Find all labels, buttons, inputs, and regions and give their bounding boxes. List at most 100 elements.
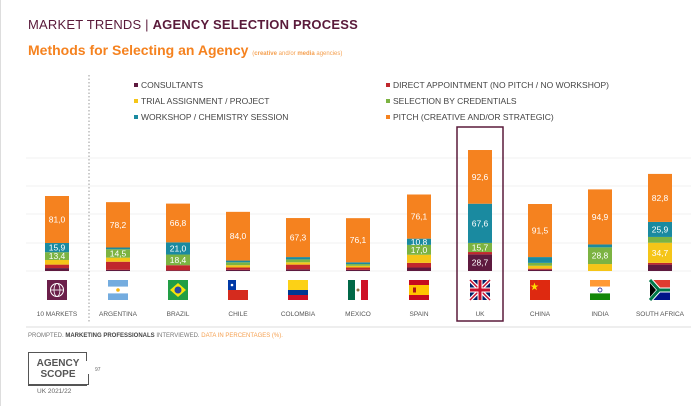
- footnote-part: DATA IN PERCENTAGES (%).: [201, 333, 283, 339]
- bar-segment: [346, 262, 370, 265]
- data-label: 84,0: [230, 231, 247, 241]
- bar-segment: [528, 265, 552, 269]
- data-label: 81,0: [49, 214, 66, 224]
- legend-swatch: [134, 83, 138, 87]
- data-label: 15,7: [472, 242, 489, 252]
- bar-segment: [528, 269, 552, 271]
- bar-segment: [226, 262, 250, 266]
- data-label: 67,6: [472, 218, 489, 228]
- china-flag-icon: [530, 280, 550, 300]
- category-label: CHINA: [530, 311, 551, 318]
- note-creative: creative: [254, 51, 277, 57]
- legend-swatch: [134, 99, 138, 103]
- data-label: 10,8: [411, 237, 428, 247]
- data-label: 15,9: [49, 243, 66, 253]
- bar-segment: [226, 267, 250, 270]
- bar-segment: [528, 262, 552, 266]
- legend-swatch: [386, 99, 390, 103]
- bar-segment: [166, 254, 190, 266]
- legend-label: WORKSHOP / CHEMISTRY SESSION: [141, 112, 289, 122]
- bar-segment: [286, 262, 310, 265]
- bar-segment: [528, 204, 552, 258]
- bar-segment: [407, 194, 431, 239]
- bar-segment: [468, 242, 492, 253]
- bar-segment: [346, 267, 370, 270]
- colombia-flag-icon: [288, 280, 308, 300]
- bar-segment: [45, 268, 69, 271]
- category-label: UK: [475, 311, 485, 318]
- chart-title: Methods for Selecting an Agency (creativ…: [28, 42, 342, 58]
- data-label: 67,3: [290, 233, 307, 243]
- legend-item: WORKSHOP / CHEMISTRY SESSION: [134, 112, 288, 122]
- bar-segment: [648, 262, 672, 265]
- category-label: COLOMBIA: [281, 311, 316, 318]
- bar-segment: [588, 264, 612, 271]
- bar-segment: [226, 265, 250, 268]
- data-label: 21,0: [170, 243, 187, 253]
- bar-segment: [45, 242, 69, 253]
- mexico-flag-icon: [348, 280, 368, 300]
- legend-label: SELECTION BY CREDENTIALS: [393, 96, 517, 106]
- category-label: SPAIN: [409, 311, 428, 318]
- data-label: 13,4: [49, 251, 66, 261]
- bar-segment: [286, 269, 310, 271]
- bar-segment: [346, 265, 370, 268]
- bar-segment: [528, 268, 552, 270]
- bar-segment: [45, 196, 69, 243]
- brazil-flag-icon: [168, 280, 188, 300]
- globe-flag-icon: [47, 280, 67, 300]
- bar-segment: [286, 259, 310, 263]
- bar-segment: [346, 264, 370, 266]
- data-label: 17,0: [411, 245, 428, 255]
- header-title: AGENCY SELECTION PROCESS: [152, 17, 358, 32]
- bar-segment: [407, 254, 431, 263]
- highlight-frame: [456, 126, 504, 322]
- data-label: 25,9: [652, 224, 669, 234]
- logo-line2: SCOPE: [40, 369, 76, 380]
- bar-segment: [226, 269, 250, 271]
- legend-item: PITCH (CREATIVE AND/OR STRATEGIC): [386, 112, 554, 122]
- footnote: PROMPTED. MARKETING PROFESSIONALS INTERV…: [28, 333, 283, 339]
- data-label: 34,7: [652, 248, 669, 258]
- legend-swatch: [134, 115, 138, 119]
- bar-segment: [648, 221, 672, 237]
- bar-segment: [166, 265, 190, 271]
- data-label: 76,1: [411, 212, 428, 222]
- legend-swatch: [386, 83, 390, 87]
- category-label: MEXICO: [345, 311, 371, 318]
- agency-scope-logo: AGENCY SCOPE: [28, 352, 87, 386]
- bar-segment: [468, 203, 492, 243]
- data-label: 76,1: [350, 235, 367, 245]
- footnote-part: INTERVIEWED.: [154, 333, 202, 339]
- bar-segment: [648, 264, 672, 271]
- bar-segment: [226, 211, 250, 261]
- data-label: 28,7: [472, 258, 489, 268]
- data-label: 78,2: [110, 220, 127, 230]
- bar-segment: [407, 238, 431, 245]
- page-header: MARKET TRENDS | AGENCY SELECTION PROCESS: [28, 17, 358, 32]
- legend-label: CONSULTANTS: [141, 80, 204, 90]
- bar-segment: [106, 247, 130, 250]
- legend-label: DIRECT APPOINTMENT (NO PITCH / NO WORKSH…: [393, 80, 609, 90]
- bar-segment: [468, 254, 492, 271]
- bar-segment: [45, 259, 69, 265]
- legend-item: DIRECT APPOINTMENT (NO PITCH / NO WORKSH…: [386, 80, 609, 90]
- bar-segment: [648, 173, 672, 222]
- chile-flag-icon: [228, 280, 248, 300]
- logo-frame: [28, 384, 89, 385]
- header-prefix: MARKET TRENDS |: [28, 17, 153, 32]
- bar-segment: [106, 269, 130, 271]
- footnote-part: MARKETING PROFESSIONALS: [65, 333, 155, 339]
- bar-segment: [407, 244, 431, 255]
- bar-segment: [286, 257, 310, 260]
- logo-frame: [88, 374, 89, 384]
- argentina-flag-icon: [108, 280, 128, 300]
- bar-segment: [106, 202, 130, 248]
- bar-segment: [407, 262, 431, 268]
- bar-segment: [346, 218, 370, 263]
- bar-segment: [588, 189, 612, 245]
- bar-segment: [166, 270, 190, 271]
- data-label: 94,9: [592, 212, 609, 222]
